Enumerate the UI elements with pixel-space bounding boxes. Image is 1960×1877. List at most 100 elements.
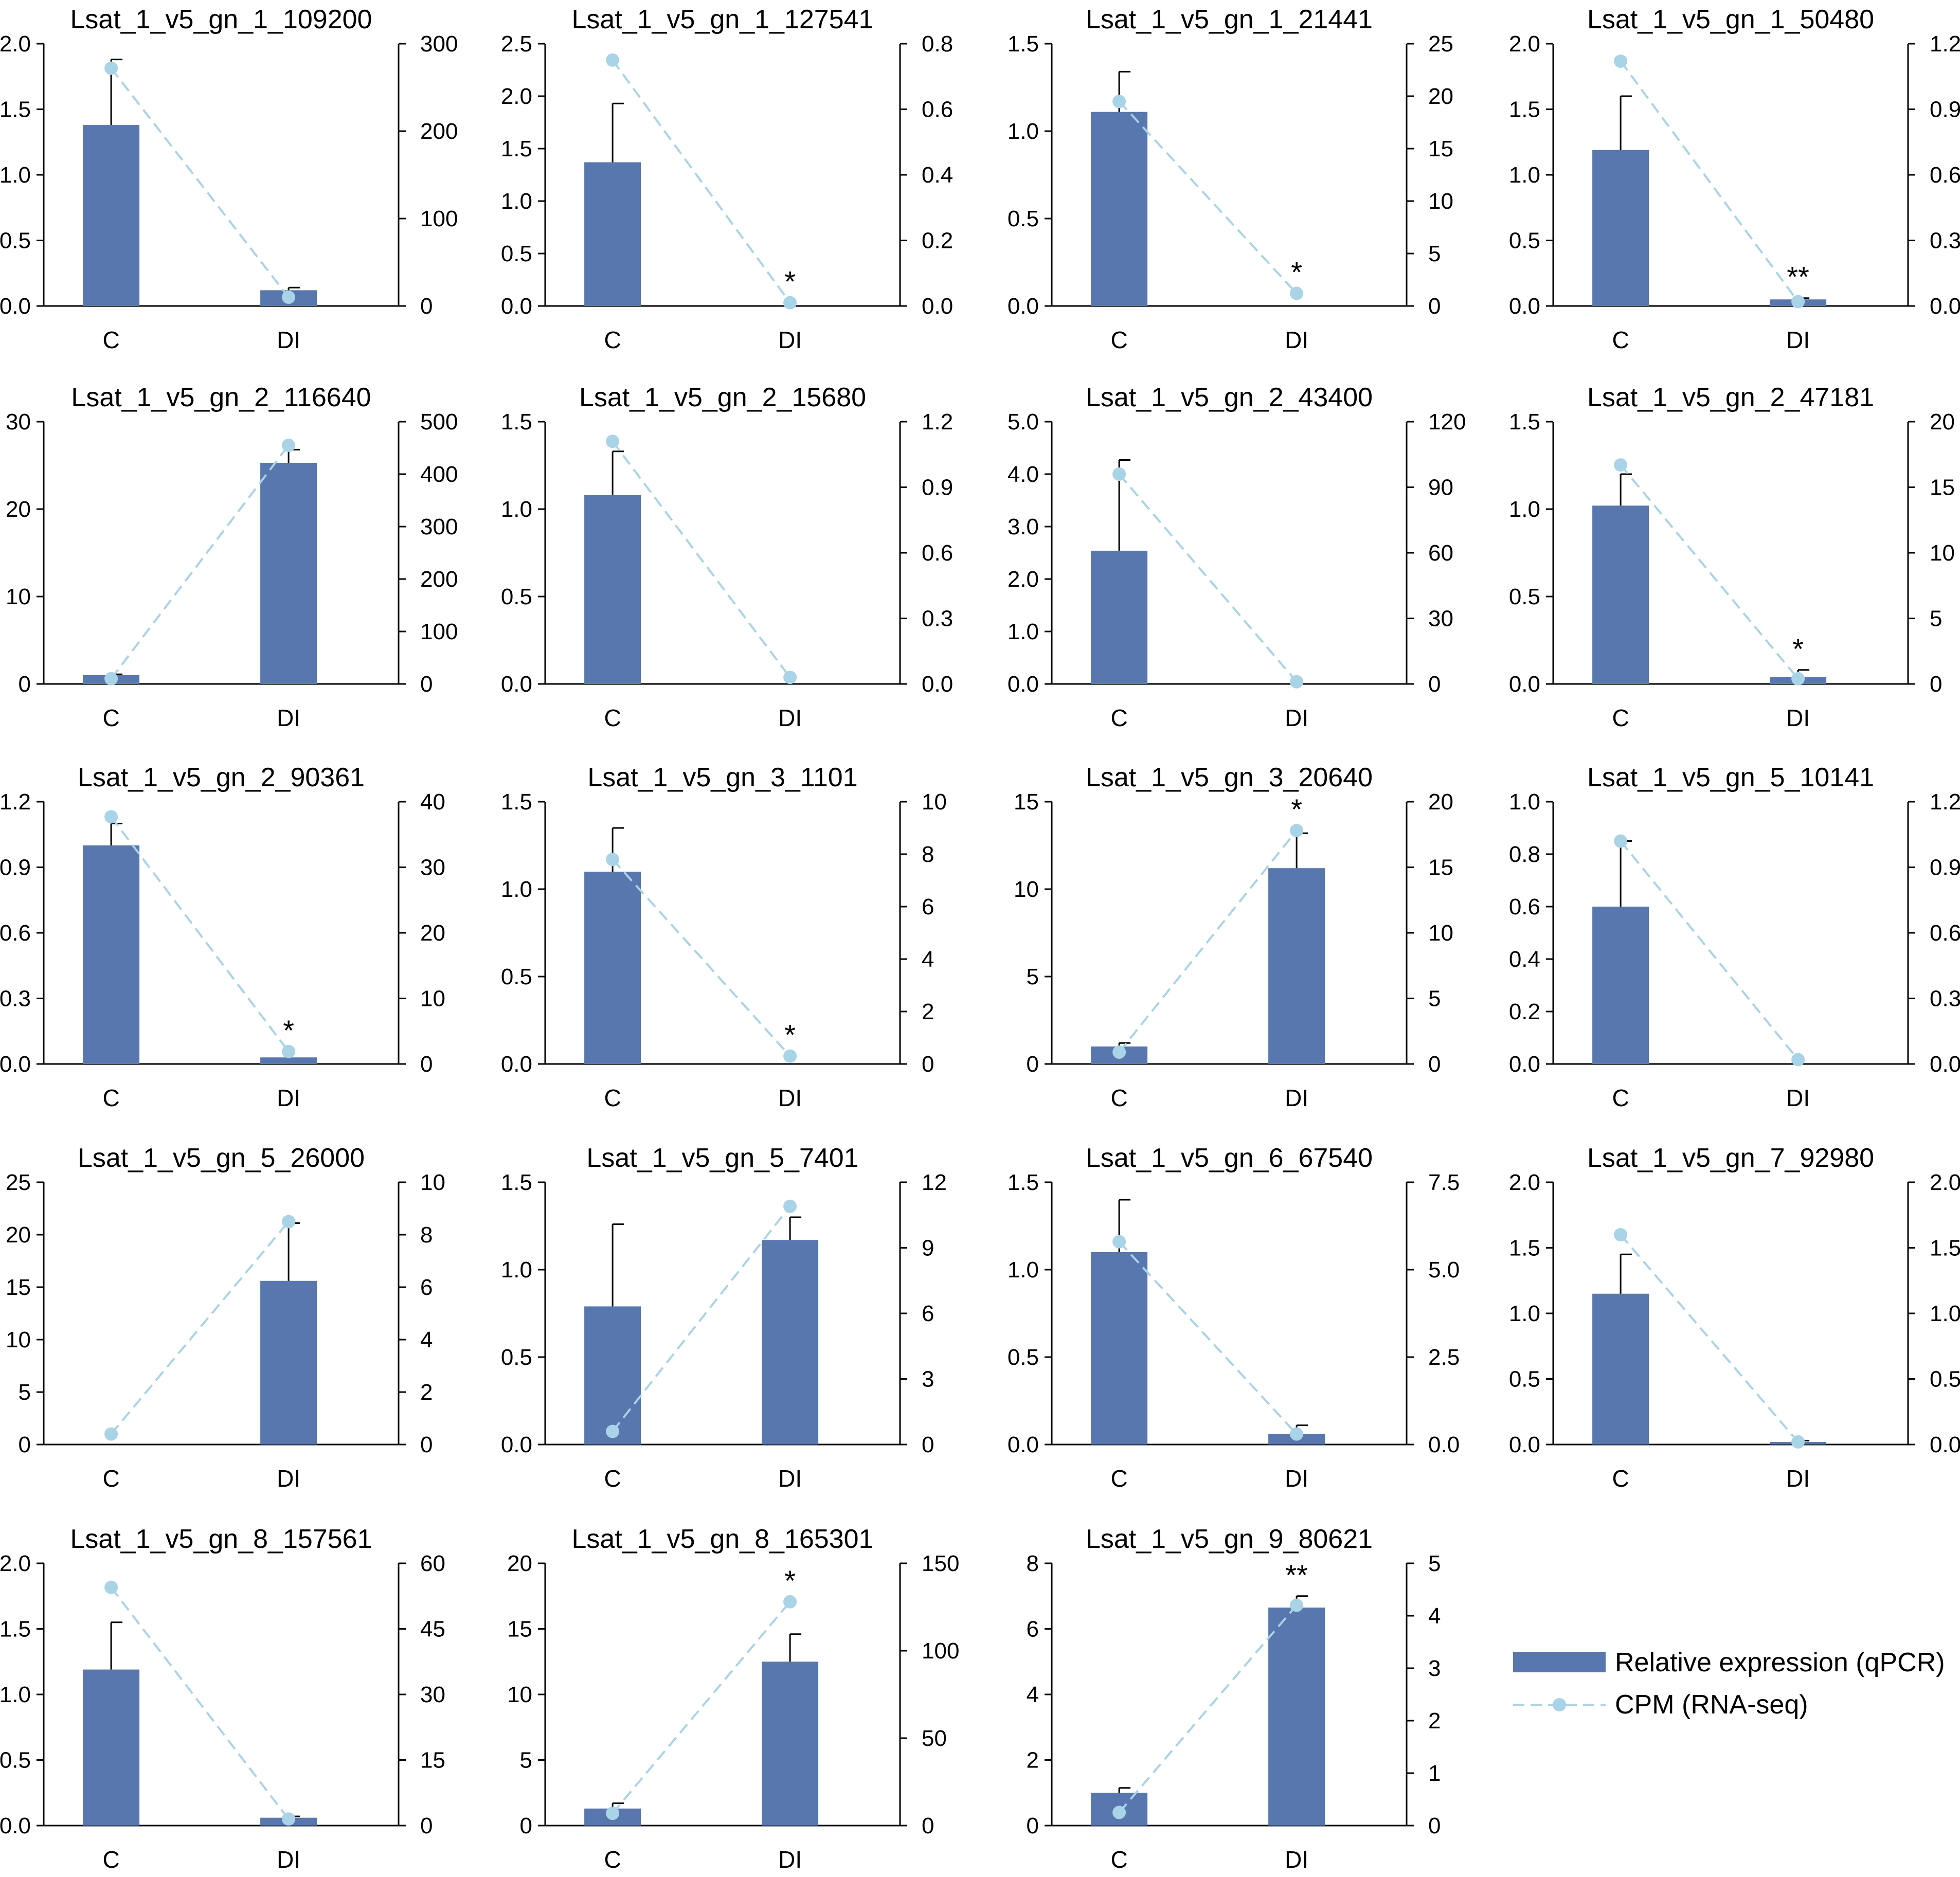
category-label-DI: DI (778, 1846, 802, 1873)
left-tick-label: 2.0 (0, 31, 31, 57)
category-label-C: C (604, 705, 621, 731)
cpm-point-C (1614, 834, 1628, 848)
significance-marker: * (784, 1019, 796, 1051)
right-tick-label: 2 (1428, 1708, 1441, 1734)
right-tick-label: 4 (1428, 1603, 1441, 1629)
bar-C (584, 872, 641, 1064)
category-label-C: C (1612, 1465, 1629, 1492)
category-label-C: C (102, 327, 119, 353)
right-tick-label: 0.8 (922, 31, 953, 57)
left-tick-label: 25 (6, 1170, 31, 1195)
right-tick-label: 200 (420, 567, 458, 592)
right-tick-label: 300 (420, 514, 458, 539)
chart-panel-Lsat_1_v5_gn_2_15680: Lsat_1_v5_gn_2_15680 0.0 0.5 1.0 1.5 0.0 0.3 0.… (501, 383, 953, 731)
right-tick-label: 0.2 (922, 228, 953, 254)
left-tick-label: 0.5 (501, 964, 532, 989)
right-tick-label: 0.0 (1930, 1052, 1960, 1077)
chart-title: Lsat_1_v5_gn_5_7401 (586, 1143, 858, 1173)
cpm-line (1118, 1241, 1298, 1435)
left-tick-label: 0 (19, 672, 31, 697)
left-tick-label: 0.5 (0, 1748, 31, 1773)
left-tick-label: 20 (6, 1222, 31, 1248)
right-tick-label: 0.6 (922, 97, 953, 122)
cpm-line (1118, 100, 1298, 294)
chart-panel-Lsat_1_v5_gn_7_92980: Lsat_1_v5_gn_7_92980 0.0 0.5 1.0 1.5 2.0 0.0 0.… (1509, 1143, 1960, 1492)
cpm-point-C (104, 1427, 118, 1441)
bar-C (584, 1306, 641, 1445)
right-tick-label: 200 (420, 119, 458, 144)
right-tick-label: 30 (420, 1682, 445, 1707)
cpm-point-DI (282, 291, 296, 304)
chart-title: Lsat_1_v5_gn_8_165301 (571, 1524, 873, 1554)
right-tick-label: 10 (420, 986, 445, 1012)
left-tick-label: 1.5 (1008, 1170, 1039, 1195)
left-tick-label: 0.9 (0, 855, 31, 880)
cpm-point-DI (783, 296, 797, 310)
right-tick-label: 10 (1930, 540, 1955, 566)
bar-C (1592, 150, 1649, 306)
cpm-point-C (1614, 1228, 1628, 1241)
left-tick-label: 0 (1027, 1813, 1039, 1838)
cpm-line (110, 1221, 290, 1435)
category-label-DI: DI (778, 705, 802, 731)
cpm-point-C (1112, 1235, 1126, 1249)
left-tick-label: 8 (1027, 1551, 1039, 1576)
left-tick-label: 10 (6, 1327, 31, 1352)
right-tick-label: 8 (922, 842, 934, 867)
left-tick-label: 2 (1027, 1748, 1039, 1773)
right-tick-label: 120 (1428, 409, 1466, 435)
chart-panel-Lsat_1_v5_gn_2_90361: Lsat_1_v5_gn_2_90361 0.0 0.3 0.6 0.9 1.2 0 10 20… (0, 763, 445, 1111)
right-tick-label: 10 (1428, 189, 1453, 214)
cpm-point-DI (783, 1049, 797, 1063)
significance-marker: * (784, 265, 796, 298)
significance-marker: * (784, 1564, 796, 1597)
right-tick-label: 1.2 (922, 409, 953, 435)
cpm-point-DI (1791, 295, 1805, 309)
right-tick-label: 0.0 (1930, 294, 1960, 319)
right-tick-label: 90 (1428, 475, 1453, 500)
right-tick-label: 40 (420, 789, 445, 815)
cpm-line (110, 816, 290, 1052)
left-tick-label: 0.0 (501, 672, 532, 697)
left-tick-label: 1.5 (1509, 1236, 1540, 1261)
left-tick-label: 1.0 (1008, 119, 1039, 144)
left-tick-label: 0.5 (1008, 1345, 1039, 1370)
left-tick-label: 10 (6, 584, 31, 609)
right-tick-label: 0 (1428, 1052, 1441, 1077)
right-tick-label: 0 (1428, 1813, 1441, 1838)
right-tick-label: 6 (922, 1301, 934, 1326)
left-tick-label: 1.5 (1509, 97, 1540, 122)
left-tick-label: 0.0 (501, 294, 532, 319)
right-tick-label: 100 (420, 619, 458, 644)
left-tick-label: 1.0 (1008, 619, 1039, 644)
left-tick-label: 1.5 (501, 409, 532, 435)
category-label-DI: DI (1285, 327, 1308, 353)
category-label-C: C (102, 1085, 119, 1111)
right-tick-label: 20 (1428, 84, 1453, 109)
cpm-point-DI (1290, 286, 1304, 300)
left-tick-label: 1.0 (1008, 1257, 1039, 1283)
chart-panel-Lsat_1_v5_gn_8_165301: Lsat_1_v5_gn_8_165301 0 5 10 15 20 0 50 100 150 C D… (507, 1524, 959, 1873)
right-tick-label: 3 (922, 1367, 934, 1392)
category-label-DI: DI (1786, 327, 1810, 353)
right-tick-label: 500 (420, 409, 458, 435)
chart-title: Lsat_1_v5_gn_1_21441 (1086, 5, 1373, 34)
bar-DI (260, 1280, 317, 1445)
cpm-point-DI (1791, 1435, 1805, 1449)
cpm-line (612, 858, 791, 1057)
right-tick-label: 150 (922, 1551, 959, 1576)
bar-DI (762, 1240, 819, 1445)
right-tick-label: 15 (420, 1748, 445, 1773)
chart-panel-Lsat_1_v5_gn_1_50480: Lsat_1_v5_gn_1_50480 0.0 0.5 1.0 1.5 2.0 0.0 0.… (1509, 5, 1960, 353)
category-label-DI: DI (1786, 1085, 1810, 1111)
left-tick-label: 1.5 (501, 136, 532, 161)
right-tick-label: 20 (1930, 409, 1955, 435)
right-tick-label: 30 (420, 855, 445, 880)
left-tick-label: 0.6 (0, 921, 31, 946)
bar-C (83, 1669, 140, 1826)
left-tick-label: 0.0 (1509, 294, 1540, 319)
right-tick-label: 0.6 (922, 540, 953, 566)
left-tick-label: 2.0 (1008, 567, 1039, 592)
category-label-C: C (604, 1465, 621, 1492)
left-tick-label: 20 (6, 497, 31, 522)
